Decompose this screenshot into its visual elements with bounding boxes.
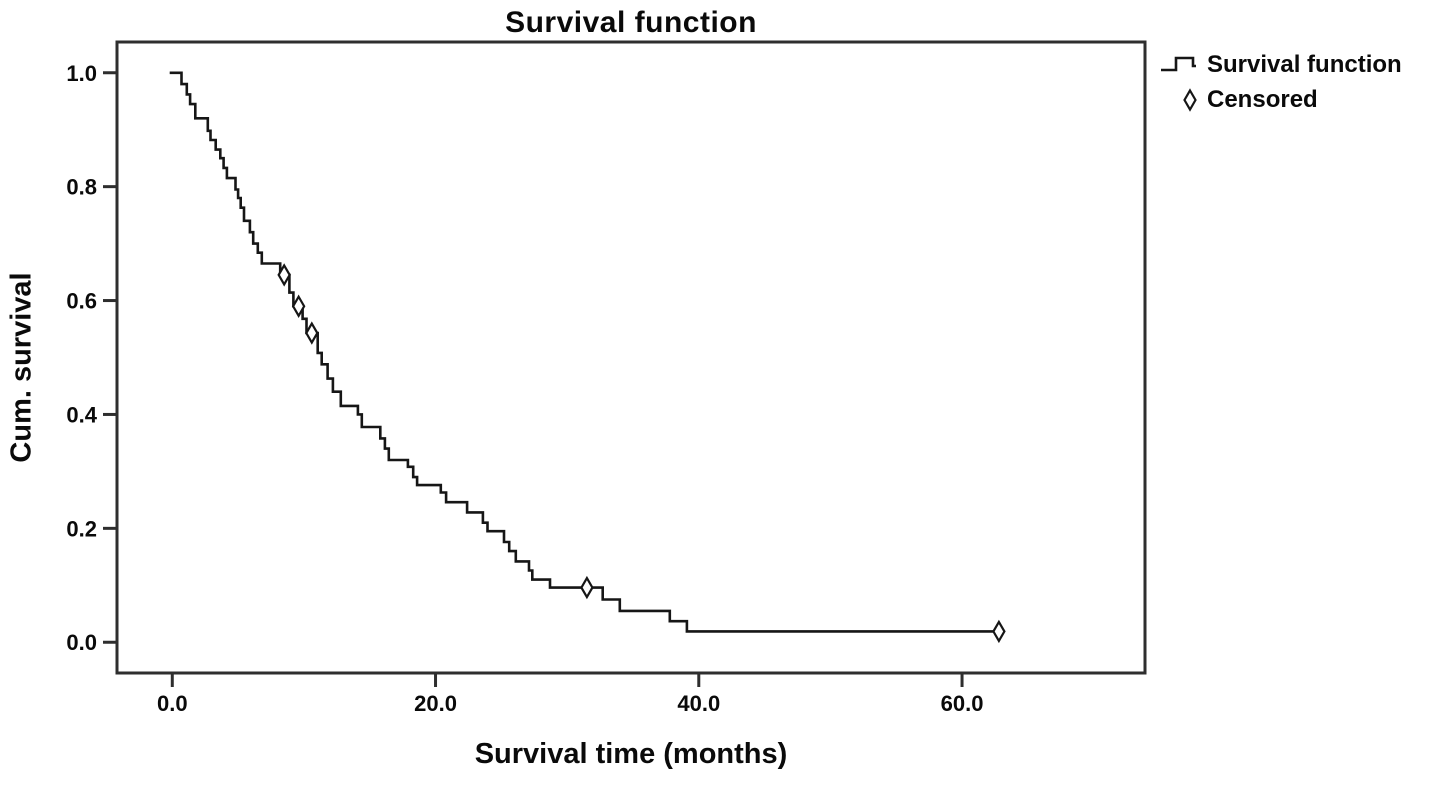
legend-item-survival-function: Survival function [1150,48,1402,81]
y-tick-label: 1.0 [66,61,97,86]
legend: Survival function Censored [1150,48,1402,116]
censored-marker [305,321,319,345]
diamond-icon [1150,87,1204,112]
plot-frame [115,40,1147,675]
x-axis-label: Survival time (months) [474,738,788,770]
x-tick-label: 20.0 [414,691,457,716]
censored-marker [291,294,306,318]
x-tick-label: 0.0 [157,691,188,716]
legend-label-survival-function: Survival function [1207,50,1402,78]
censored-marker [580,575,594,600]
legend-label-censored: Censored [1207,85,1318,113]
y-axis-label: Cum. survival [5,272,38,463]
x-tick-label: 60.0 [941,691,984,716]
censored-marker [992,619,1006,644]
y-tick-label: 0.0 [66,630,97,655]
y-tick-label: 0.6 [66,289,97,314]
y-tick-label: 0.4 [66,402,97,427]
y-tick-label: 0.2 [66,516,97,541]
y-tick-label: 0.8 [66,175,97,200]
x-tick-label: 40.0 [677,691,720,716]
survival-step-line [169,71,999,633]
censored-marker [277,263,291,287]
chart-title: Survival function [505,6,757,39]
step-line-icon [1150,53,1204,77]
plot-area [117,42,1145,673]
legend-item-censored: Censored [1150,83,1402,116]
